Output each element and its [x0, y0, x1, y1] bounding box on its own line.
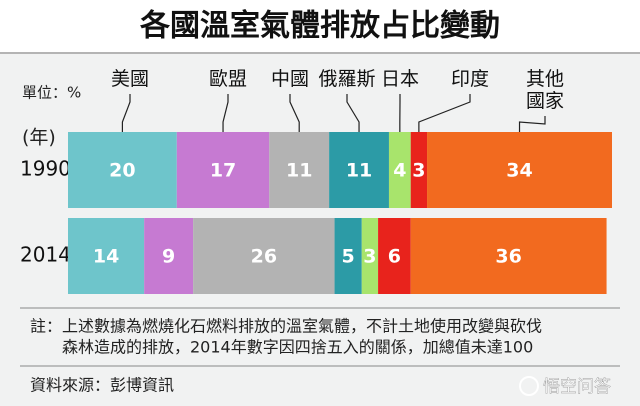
- category-axis-label: (年): [22, 127, 56, 149]
- leader-line: [418, 94, 471, 132]
- bar-segment: [68, 132, 177, 208]
- value-label: 11: [286, 160, 312, 182]
- legend-label: 美國: [110, 68, 150, 90]
- bar-segment: [427, 132, 612, 208]
- y-tick-label: 2014: [20, 243, 71, 267]
- unit-label: 單位：%: [22, 84, 81, 102]
- bar-segment: [68, 218, 145, 294]
- y-tick-label: 1990: [20, 157, 71, 181]
- legend-label: 其他國家: [525, 68, 564, 112]
- title-band: [0, 0, 640, 52]
- bar-segment: [193, 218, 335, 294]
- value-label: 3: [363, 246, 376, 268]
- bar-segment: [378, 218, 411, 294]
- legend-label: 俄羅斯: [318, 68, 376, 90]
- legend-label: 日本: [380, 68, 420, 90]
- bar-segment: [329, 132, 389, 208]
- bar-segment: [269, 132, 330, 208]
- leader-line: [222, 94, 229, 132]
- bar-segment: [388, 132, 411, 208]
- value-label: 20: [109, 160, 135, 182]
- value-label: 26: [251, 246, 277, 268]
- watermark: 悟空问答: [543, 377, 611, 397]
- chart-title: 各國溫室氣體排放占比變動: [139, 9, 500, 44]
- bar-segment: [144, 218, 194, 294]
- value-label: 36: [495, 246, 521, 268]
- leader-line: [289, 94, 300, 132]
- bar-segment: [334, 218, 362, 294]
- value-label: 34: [506, 160, 532, 182]
- value-label: 5: [342, 246, 355, 268]
- bar-segment: [176, 132, 270, 208]
- watermark-icon: [519, 376, 539, 396]
- value-label: 17: [210, 160, 236, 182]
- bar-segment: [410, 218, 607, 294]
- legend-label: 中國: [270, 68, 310, 90]
- value-label: 3: [412, 160, 425, 182]
- value-label: 4: [393, 160, 406, 182]
- note-line: 森林造成的排放，2014年數字因四捨五入的關係，加總值未達100: [62, 338, 533, 357]
- leader-line: [518, 116, 546, 132]
- note-line: 註：上述數據為燃燒化石燃料排放的溫室氣體，不計土地使用改變與砍伐: [30, 317, 542, 336]
- source: 資料來源：彭博資訊: [30, 376, 174, 395]
- value-label: 6: [388, 246, 401, 268]
- bar-segment: [361, 218, 379, 294]
- leader-line: [346, 94, 360, 132]
- value-label: 14: [93, 246, 119, 268]
- legend-label: 歐盟: [208, 68, 248, 90]
- value-label: 9: [162, 246, 175, 268]
- value-label: 11: [346, 160, 372, 182]
- legend-label: 印度: [450, 68, 490, 90]
- leader-line: [121, 94, 131, 132]
- bar-segment: [410, 132, 428, 208]
